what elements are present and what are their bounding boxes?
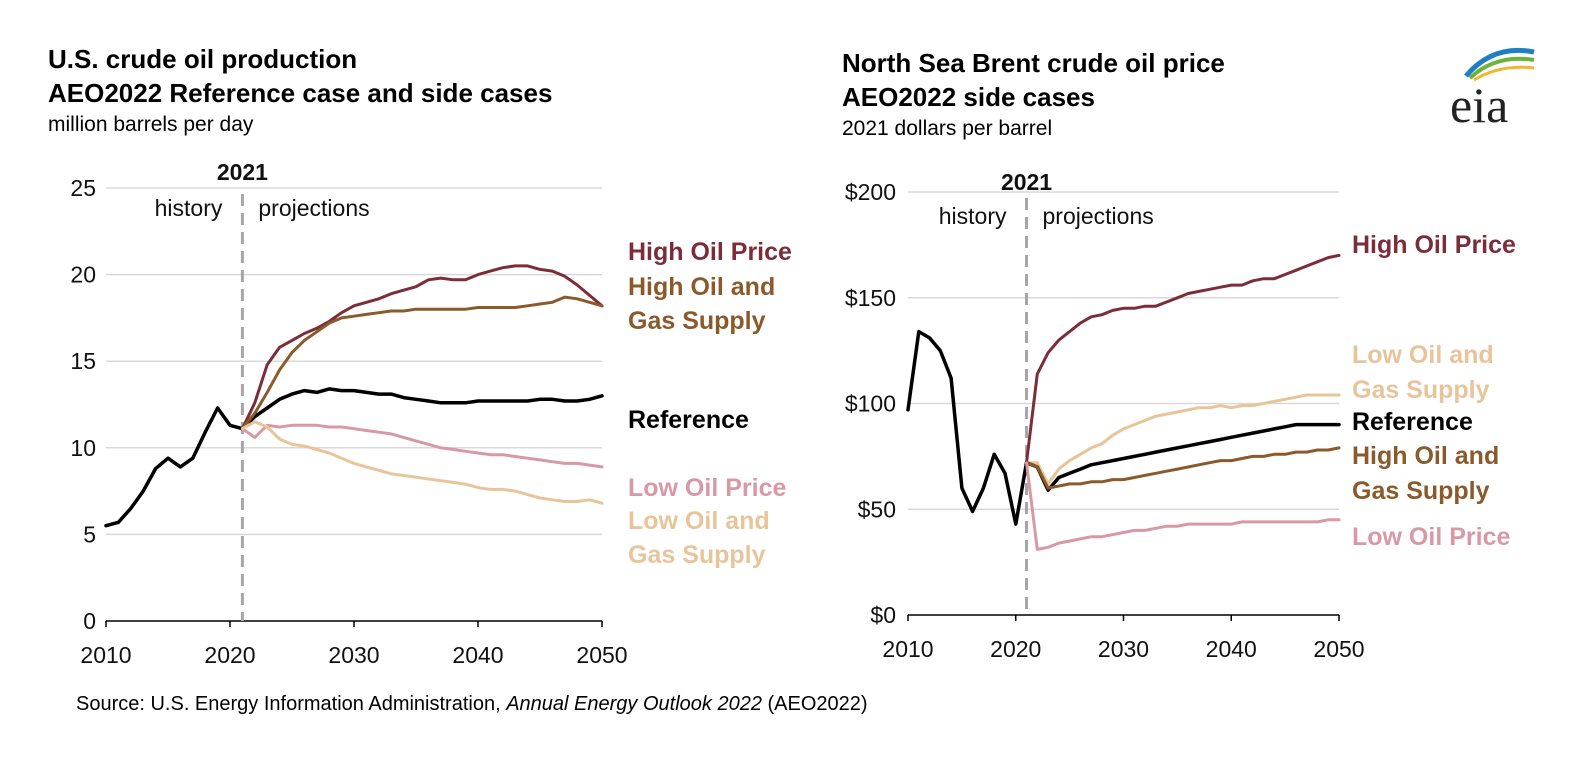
y-tick-label: 5 bbox=[83, 521, 96, 547]
production-chart: 0 5 10 15 20 25 2010 2020 2030 2040 2050 2021 histor… bbox=[70, 159, 792, 668]
series-label-reference: Reference bbox=[1352, 408, 1473, 436]
series-line-reference bbox=[906, 329, 1341, 526]
x-tick-label: 2050 bbox=[576, 642, 627, 668]
series-line-high-oil-and-gas-supply bbox=[240, 295, 604, 431]
right-title-line2: AEO2022 side cases bbox=[842, 82, 1095, 112]
divider-year-label: 2021 bbox=[217, 159, 268, 185]
series-line-high-oil-price bbox=[240, 264, 604, 431]
x-tick-label: 2030 bbox=[328, 642, 379, 668]
series-line-low-oil-price bbox=[1025, 461, 1341, 551]
divider-year-label: 2021 bbox=[1001, 169, 1052, 195]
series-label-low-oil-and-gas-supply: Low Oil and bbox=[628, 507, 770, 535]
series-label-low-oil-price: Low Oil Price bbox=[628, 474, 786, 502]
series-label-low-oil-and-gas-supply: Gas Supply bbox=[628, 541, 766, 569]
series-line-low-oil-and-gas-supply bbox=[240, 420, 604, 505]
y-tick-label: $100 bbox=[845, 391, 896, 417]
source-suffix: (AEO2022) bbox=[761, 693, 868, 715]
series-line-high-oil-price bbox=[1025, 253, 1341, 465]
series-label-high-oil-and-gas-supply: Gas Supply bbox=[628, 307, 766, 335]
price-chart: $0 $50 $100 $150 $200 2010 2020 2030 2040 2050 202… bbox=[845, 169, 1516, 662]
series-label-low-oil-and-gas-supply: Low Oil and bbox=[1352, 341, 1494, 369]
right-chart-title: North Sea Brent crude oil price AEO2022 … bbox=[842, 46, 1225, 114]
history-label: history bbox=[939, 203, 1007, 229]
series-line-low-oil-and-gas-supply bbox=[1025, 393, 1341, 486]
left-chart-unit: million barrels per day bbox=[48, 113, 254, 136]
x-tick-label: 2010 bbox=[882, 636, 933, 662]
x-tick-label: 2010 bbox=[80, 642, 131, 668]
y-tick-label: 10 bbox=[70, 435, 96, 461]
y-tick-label: 15 bbox=[70, 348, 96, 374]
series-label-high-oil-and-gas-supply: High Oil and bbox=[1352, 442, 1499, 470]
projections-label: projections bbox=[258, 195, 369, 221]
series-label-low-oil-and-gas-supply: Gas Supply bbox=[1352, 376, 1490, 404]
series-label-low-oil-price: Low Oil Price bbox=[1352, 523, 1510, 551]
x-tick-label: 2020 bbox=[990, 636, 1041, 662]
y-tick-label: 20 bbox=[70, 262, 96, 288]
y-tick-label: 0 bbox=[83, 608, 96, 634]
projections-label: projections bbox=[1043, 203, 1154, 229]
history-label: history bbox=[155, 195, 223, 221]
series-label-high-oil-price: High Oil Price bbox=[628, 238, 792, 266]
x-tick-label: 2020 bbox=[204, 642, 255, 668]
series-label-reference: Reference bbox=[628, 406, 749, 434]
y-tick-label: 25 bbox=[70, 175, 96, 201]
y-tick-label: $50 bbox=[858, 496, 896, 522]
series-label-high-oil-and-gas-supply: Gas Supply bbox=[1352, 477, 1490, 505]
source-publication: Annual Energy Outlook 2022 bbox=[506, 693, 762, 715]
series-label-high-oil-and-gas-supply: High Oil and bbox=[628, 273, 775, 301]
y-tick-label: $150 bbox=[845, 285, 896, 311]
series-line-high-oil-and-gas-supply bbox=[1025, 446, 1341, 490]
source-prefix: Source: U.S. Energy Information Administ… bbox=[76, 693, 507, 715]
y-tick-label: $0 bbox=[870, 602, 896, 628]
x-tick-label: 2030 bbox=[1098, 636, 1149, 662]
left-title-line2: AEO2022 Reference case and side cases bbox=[48, 78, 553, 108]
series-line-low-oil-price bbox=[240, 423, 604, 469]
source-note: Source: U.S. Energy Information Administ… bbox=[76, 693, 868, 716]
eia-logo: eia bbox=[1450, 47, 1535, 130]
y-tick-label: $200 bbox=[845, 179, 896, 205]
x-tick-label: 2040 bbox=[1206, 636, 1257, 662]
eia-logo-text: eia bbox=[1450, 77, 1508, 130]
left-chart-title: U.S. crude oil production AEO2022 Refere… bbox=[48, 42, 552, 110]
right-chart-unit: 2021 dollars per barrel bbox=[842, 117, 1053, 140]
right-title-line1: North Sea Brent crude oil price bbox=[842, 48, 1225, 78]
x-tick-label: 2050 bbox=[1313, 636, 1364, 662]
series-label-high-oil-price: High Oil Price bbox=[1352, 231, 1516, 259]
left-title-line1: U.S. crude oil production bbox=[48, 44, 358, 74]
series-line-reference bbox=[104, 387, 604, 528]
x-tick-label: 2040 bbox=[452, 642, 503, 668]
